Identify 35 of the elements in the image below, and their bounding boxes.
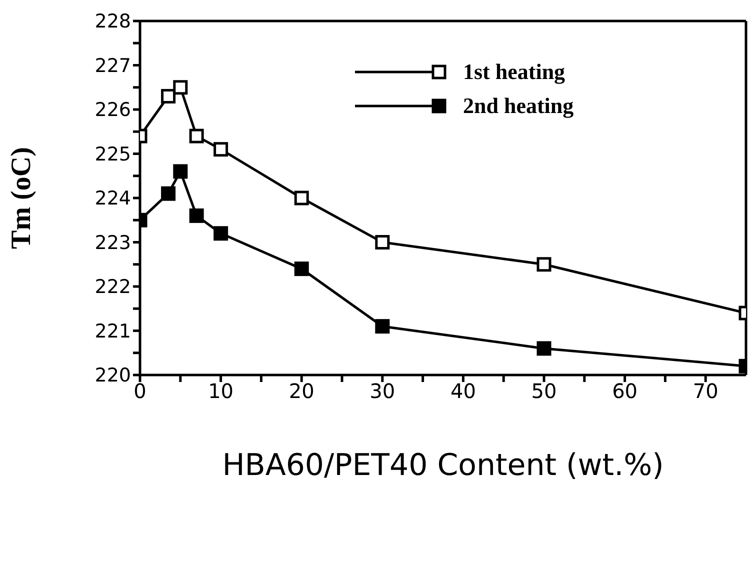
y-axis-title: Tm (oC) bbox=[6, 147, 37, 249]
x-tick-label: 50 bbox=[531, 379, 557, 404]
point bbox=[214, 142, 228, 157]
x-tick-label: 10 bbox=[208, 379, 234, 404]
x-tick-label: 60 bbox=[612, 379, 638, 404]
y-tick-label: 226 bbox=[94, 99, 131, 122]
y-tick-label: 222 bbox=[94, 276, 131, 298]
x-tick-label: 40 bbox=[450, 379, 476, 404]
y-tick-label: 223 bbox=[94, 232, 131, 254]
y-tick-label: 220 bbox=[94, 364, 131, 387]
point bbox=[161, 88, 176, 104]
point bbox=[375, 319, 390, 334]
point bbox=[189, 208, 204, 223]
x-tick-label: 30 bbox=[370, 379, 396, 404]
y-tick-label: 227 bbox=[94, 54, 131, 77]
y-tick-label: 221 bbox=[94, 320, 131, 342]
y-tick-label: 225 bbox=[94, 143, 131, 166]
legend-label: 2nd heating bbox=[463, 93, 574, 119]
x-tick-label: 70 bbox=[692, 379, 718, 404]
point bbox=[294, 262, 309, 276]
y-tick-label: 224 bbox=[94, 188, 131, 210]
point bbox=[536, 341, 552, 356]
point bbox=[294, 190, 309, 206]
y-tick-label: 228 bbox=[94, 10, 131, 33]
x-axis-title: HBA60/PET40 Content (wt.%) bbox=[222, 448, 664, 483]
x-tick-label: 20 bbox=[288, 379, 314, 404]
point bbox=[173, 164, 188, 179]
point bbox=[536, 257, 552, 272]
point bbox=[161, 186, 176, 201]
point bbox=[375, 235, 390, 250]
point bbox=[214, 226, 228, 241]
point bbox=[189, 128, 204, 144]
legend-label: 1st heating bbox=[463, 59, 566, 85]
x-tick-label: 0 bbox=[134, 379, 146, 404]
point bbox=[173, 80, 188, 95]
